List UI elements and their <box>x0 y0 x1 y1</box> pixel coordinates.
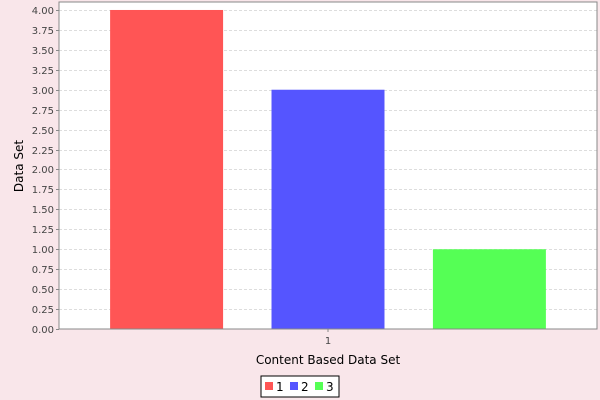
y-tick-label: 1.00 <box>32 245 54 256</box>
legend-label-1: 1 <box>276 380 284 394</box>
x-axis-ticks: 1 <box>325 329 331 347</box>
legend-items: 1 2 3 <box>265 380 334 394</box>
y-tick-label: 2.50 <box>32 126 54 137</box>
y-tick-label: 0.00 <box>32 325 54 336</box>
legend: 1 2 3 <box>260 375 340 398</box>
y-tick-label: 0.50 <box>32 285 54 296</box>
y-tick-label: 2.00 <box>32 165 54 176</box>
bar-series-1 <box>110 9 224 329</box>
legend-swatch-3 <box>315 382 323 390</box>
legend-box <box>260 375 340 398</box>
y-tick-label: 1.50 <box>32 205 54 216</box>
bar-series-3 <box>432 249 546 329</box>
legend-label-3: 3 <box>326 380 334 394</box>
y-tick-label: 3.00 <box>32 86 54 97</box>
legend-swatch-2 <box>290 382 298 390</box>
y-tick-label: 2.75 <box>32 106 54 117</box>
legend-swatch-1 <box>265 382 273 390</box>
x-axis-title: Content Based Data Set <box>256 353 401 367</box>
y-tick-label: 3.25 <box>32 66 54 77</box>
bar-series-2 <box>271 89 385 329</box>
x-tick-label: 1 <box>325 336 331 347</box>
y-tick-label: 2.25 <box>32 146 54 157</box>
bars <box>110 9 546 329</box>
y-tick-label: 1.25 <box>32 225 54 236</box>
y-axis-title: Data Set <box>12 140 26 192</box>
y-tick-label: 3.75 <box>32 26 54 37</box>
y-tick-label: 0.25 <box>32 305 54 316</box>
y-tick-label: 1.75 <box>32 185 54 196</box>
y-axis-ticks: 0.00 0.25 0.50 0.75 1.00 1.25 1.50 1.75 2.00 2.25… <box>32 6 59 336</box>
y-tick-label: 3.50 <box>32 46 54 57</box>
y-tick-label: 0.75 <box>32 265 54 276</box>
legend-label-2: 2 <box>301 380 309 394</box>
y-tick-label: 4.00 <box>32 6 54 17</box>
